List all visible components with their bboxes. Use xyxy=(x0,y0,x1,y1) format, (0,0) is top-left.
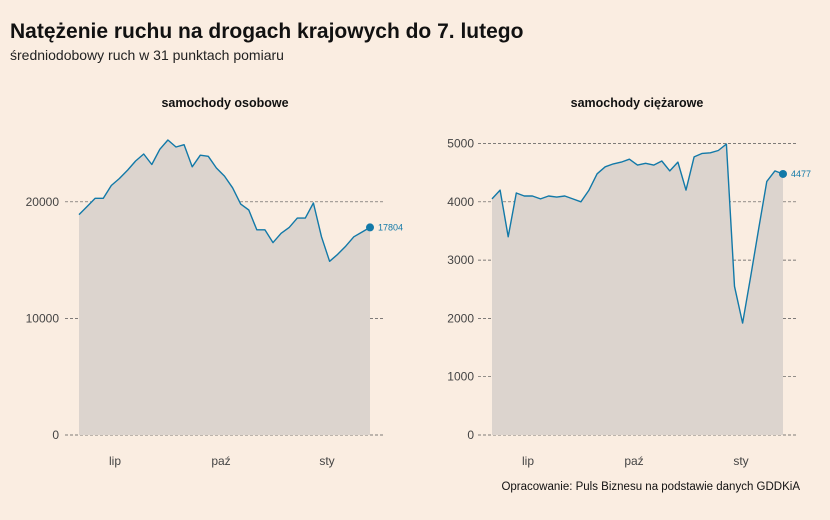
series-line-passenger xyxy=(78,139,371,262)
x-tick-label: sty xyxy=(733,454,748,468)
series-line-trucks xyxy=(491,143,784,324)
end-label-trucks: 4477 xyxy=(791,169,811,179)
y-tick-label: 4000 xyxy=(447,195,474,209)
panel-trucks: samochody ciężarowe 0 1000 2000 3000 4000 500… xyxy=(447,96,811,468)
y-tick-label: 1000 xyxy=(447,370,474,384)
end-label-passenger: 17804 xyxy=(378,222,403,232)
y-tick-label: 0 xyxy=(467,428,474,442)
x-tick-label: lip xyxy=(522,454,534,468)
panel-title-trucks: samochody ciężarowe xyxy=(571,96,704,110)
y-tick-label: 5000 xyxy=(447,136,474,150)
area-fill-trucks xyxy=(492,144,783,435)
y-tick-label: 10000 xyxy=(26,311,60,325)
y-tick-label: 2000 xyxy=(447,311,474,325)
x-tick-label: paź xyxy=(211,454,230,468)
x-tick-label: paź xyxy=(624,454,643,468)
y-tick-label: 20000 xyxy=(26,195,60,209)
area-fill-passenger xyxy=(79,140,370,435)
chart-subtitle: średniodobowy ruch w 31 punktach pomiaru xyxy=(10,47,284,63)
source-caption: Opracowanie: Puls Biznesu na podstawie d… xyxy=(501,481,800,493)
end-point-trucks xyxy=(779,169,787,178)
panel-title-passenger: samochody osobowe xyxy=(161,96,288,110)
y-tick-label: 3000 xyxy=(447,253,474,267)
chart-title: Natężenie ruchu na drogach krajowych do … xyxy=(10,20,524,43)
x-tick-label: sty xyxy=(319,454,334,468)
y-tick-label: 0 xyxy=(52,428,59,442)
end-point-passenger xyxy=(366,223,374,232)
x-tick-label: lip xyxy=(109,454,121,468)
